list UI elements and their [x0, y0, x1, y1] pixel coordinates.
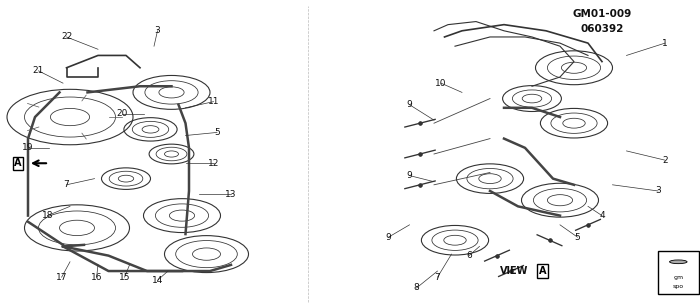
Text: 7: 7 [435, 273, 440, 282]
Text: 1: 1 [662, 38, 668, 48]
Text: 5: 5 [214, 128, 220, 137]
Text: 22: 22 [61, 32, 72, 42]
Text: 12: 12 [208, 159, 219, 168]
Text: 6: 6 [466, 251, 472, 260]
Text: 2: 2 [662, 156, 668, 165]
Text: A: A [15, 158, 22, 168]
Text: 17: 17 [56, 273, 67, 282]
Text: 16: 16 [91, 273, 102, 282]
Text: 10: 10 [435, 79, 447, 88]
Text: 9: 9 [407, 100, 412, 109]
Text: 3: 3 [655, 186, 661, 196]
Text: 9: 9 [407, 171, 412, 180]
Text: 11: 11 [208, 97, 219, 106]
Text: 13: 13 [225, 189, 237, 199]
Text: 21: 21 [33, 66, 44, 75]
Text: 4: 4 [599, 211, 605, 220]
Text: gm: gm [673, 275, 683, 280]
Ellipse shape [669, 260, 687, 264]
Text: GM01-009: GM01-009 [573, 9, 631, 19]
FancyBboxPatch shape [658, 251, 699, 294]
Text: 20: 20 [117, 109, 128, 119]
Text: VIEW: VIEW [500, 266, 528, 276]
Text: 9: 9 [386, 233, 391, 242]
Text: A: A [539, 266, 546, 276]
Text: 14: 14 [152, 276, 163, 285]
Text: 7: 7 [64, 180, 69, 189]
Text: 5: 5 [575, 233, 580, 242]
Text: 15: 15 [119, 273, 130, 282]
Text: 18: 18 [42, 211, 53, 220]
Text: 3: 3 [155, 26, 160, 35]
Text: 19: 19 [22, 143, 34, 152]
Text: spo: spo [673, 284, 684, 289]
Text: 060392: 060392 [580, 24, 624, 34]
Text: 8: 8 [414, 283, 419, 293]
